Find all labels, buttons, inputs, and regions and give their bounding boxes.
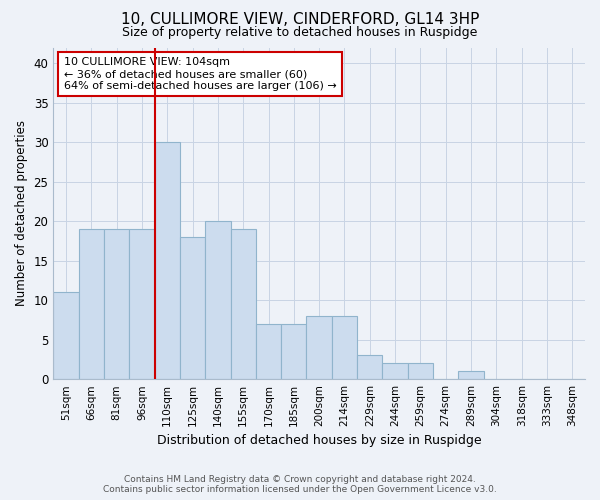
Bar: [458, 372, 484, 379]
Y-axis label: Number of detached properties: Number of detached properties: [15, 120, 28, 306]
Bar: [53, 292, 79, 379]
Text: Size of property relative to detached houses in Ruspidge: Size of property relative to detached ho…: [122, 26, 478, 39]
Bar: [332, 316, 357, 379]
Bar: [256, 324, 281, 379]
Bar: [230, 229, 256, 379]
Text: 10 CULLIMORE VIEW: 104sqm
← 36% of detached houses are smaller (60)
64% of semi-: 10 CULLIMORE VIEW: 104sqm ← 36% of detac…: [64, 58, 337, 90]
Bar: [307, 316, 332, 379]
Bar: [79, 229, 104, 379]
Bar: [382, 364, 408, 379]
Bar: [408, 364, 433, 379]
Bar: [104, 229, 129, 379]
Text: 10, CULLIMORE VIEW, CINDERFORD, GL14 3HP: 10, CULLIMORE VIEW, CINDERFORD, GL14 3HP: [121, 12, 479, 28]
Text: Contains HM Land Registry data © Crown copyright and database right 2024.
Contai: Contains HM Land Registry data © Crown c…: [103, 474, 497, 494]
Bar: [180, 237, 205, 379]
Bar: [357, 356, 382, 379]
Bar: [205, 221, 230, 379]
X-axis label: Distribution of detached houses by size in Ruspidge: Distribution of detached houses by size …: [157, 434, 481, 448]
Bar: [129, 229, 155, 379]
Bar: [281, 324, 307, 379]
Bar: [155, 142, 180, 379]
